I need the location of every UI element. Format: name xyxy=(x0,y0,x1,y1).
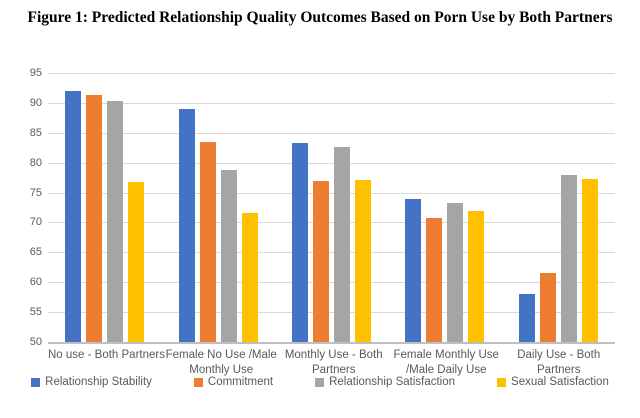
x-axis-label-line: Partners xyxy=(537,364,581,376)
bar-group xyxy=(48,73,161,342)
legend-swatch-icon xyxy=(193,377,203,387)
gridline-65 xyxy=(48,252,615,254)
legend-item-relationship-stability: Relationship Stability xyxy=(31,376,152,388)
bar-groups xyxy=(48,73,615,342)
x-axis-labels: No use - Both Partners Female No Use /Mal… xyxy=(48,348,615,378)
legend-swatch-icon xyxy=(315,377,325,387)
y-tick-label-50: 50 xyxy=(29,336,42,348)
y-tick-label-80: 80 xyxy=(29,156,42,169)
bar-relationship-satisfaction xyxy=(334,147,351,342)
bar-relationship-stability xyxy=(178,109,195,342)
bar-relationship-satisfaction xyxy=(560,174,577,342)
bar-commitment xyxy=(426,218,443,342)
x-axis-label-line: /Male Daily Use xyxy=(405,364,487,376)
legend-label: Relationship Satisfaction xyxy=(329,376,456,388)
y-tick-label-55: 55 xyxy=(29,306,42,319)
bar-commitment xyxy=(199,141,216,342)
legend-label: Sexual Satisfaction xyxy=(511,376,609,388)
bar-sexual-satisfaction xyxy=(128,181,145,342)
x-axis-label-line: Partners xyxy=(312,364,356,376)
y-tick-label-85: 85 xyxy=(29,126,42,139)
bar-relationship-stability xyxy=(292,142,309,342)
x-axis-label-line: Female No Use /Male xyxy=(165,349,277,361)
bar-sexual-satisfaction xyxy=(241,212,258,342)
plot-area xyxy=(48,73,615,344)
gridline-85 xyxy=(48,132,615,134)
gridline-80 xyxy=(48,162,615,164)
bar-relationship-stability xyxy=(65,90,82,342)
bar-group xyxy=(275,73,388,342)
gridline-55 xyxy=(48,312,615,314)
x-axis-label-line: No use - Both Partners xyxy=(48,349,165,361)
legend-item-relationship-satisfaction: Relationship Satisfaction xyxy=(315,376,455,388)
gridline-70 xyxy=(48,222,615,224)
legend-swatch-icon xyxy=(31,377,41,387)
x-axis-label-line: Monthly Use xyxy=(189,364,254,376)
bar-commitment xyxy=(539,272,556,342)
figure-title: Figure 1: Predicted Relationship Quality… xyxy=(27,9,613,26)
gridline-75 xyxy=(48,192,615,194)
legend: Relationship Stability Commitment Relation… xyxy=(0,376,640,388)
bar-group xyxy=(388,73,501,342)
x-axis-label-line: Daily Use - Both xyxy=(517,349,601,361)
x-axis-category-label: Female Monthly Use/Male Daily Use xyxy=(390,348,503,378)
y-tick-label-65: 65 xyxy=(29,246,42,259)
bar-group xyxy=(161,73,274,342)
y-tick-label-90: 90 xyxy=(29,96,42,109)
y-tick-label-60: 60 xyxy=(29,276,42,289)
gridline-60 xyxy=(48,282,615,284)
bar-relationship-stability xyxy=(405,198,422,342)
legend-item-commitment: Commitment xyxy=(193,376,274,388)
bar-relationship-satisfaction xyxy=(220,170,237,342)
x-axis-category-label: Monthly Use - Both Partners xyxy=(277,348,390,378)
legend-label: Commitment xyxy=(207,376,274,388)
bar-commitment xyxy=(313,180,330,342)
legend-item-sexual-satisfaction: Sexual Satisfaction xyxy=(497,376,609,388)
legend-swatch-icon xyxy=(497,377,507,387)
x-axis-category-label: Daily Use - Both Partners xyxy=(502,348,615,378)
gridline-95 xyxy=(48,73,615,74)
y-tick-label-75: 75 xyxy=(29,186,42,199)
bar-relationship-satisfaction xyxy=(447,202,464,342)
bar-group xyxy=(502,73,615,342)
x-axis-label-line: Female Monthly Use xyxy=(393,349,499,361)
bar-sexual-satisfaction xyxy=(468,210,485,342)
x-axis-category-label: No use - Both Partners xyxy=(48,348,165,378)
bar-relationship-stability xyxy=(518,293,535,342)
bar-commitment xyxy=(86,94,103,342)
legend-label: Relationship Stability xyxy=(45,376,152,388)
x-axis-category-label: Female No Use /Male Monthly Use xyxy=(165,348,278,378)
bar-sexual-satisfaction xyxy=(581,178,598,342)
bar-sexual-satisfaction xyxy=(355,180,372,342)
y-tick-label-70: 70 xyxy=(29,216,42,229)
x-axis-label-line: Monthly Use - Both xyxy=(284,349,383,361)
gridline-90 xyxy=(48,102,615,104)
bar-relationship-satisfaction xyxy=(107,101,124,342)
y-tick-label-95: 95 xyxy=(29,67,42,79)
